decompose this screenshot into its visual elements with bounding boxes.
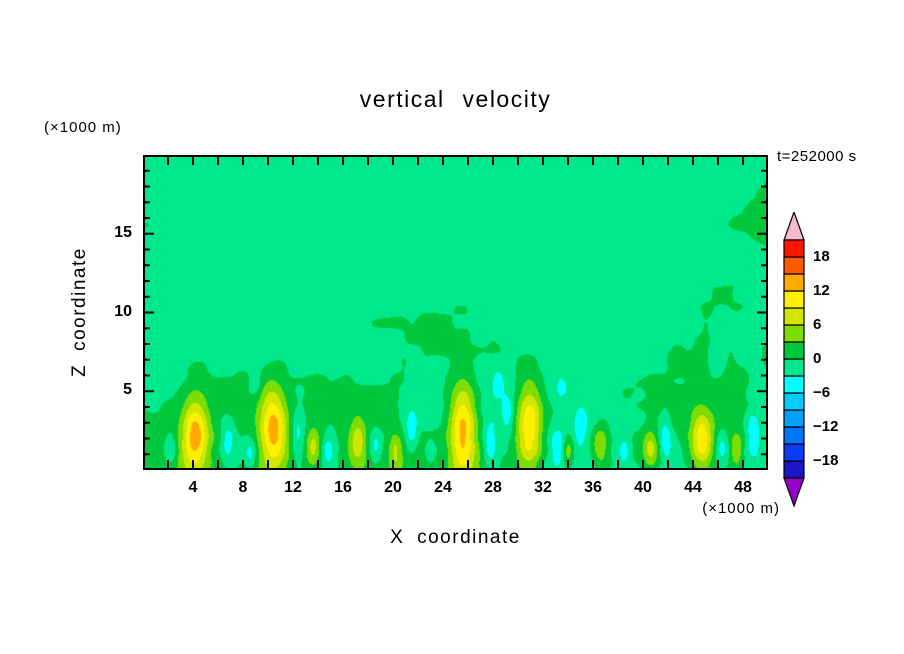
- x-tick-label: 44: [684, 479, 702, 496]
- colorbar-tick-label: 0: [813, 350, 822, 367]
- x-tick-label: 8: [238, 479, 248, 496]
- contour-field-canvas: [143, 155, 768, 470]
- colorbar-tick-label: −6: [813, 384, 831, 401]
- colorbar-tick-label: 12: [813, 282, 830, 299]
- y-axis-unit-label: (×1000 m): [44, 119, 122, 136]
- y-tick-label: 5: [123, 381, 132, 399]
- x-tick-label: 32: [534, 479, 552, 496]
- chart-title: vertical velocity: [359, 86, 552, 112]
- x-tick-label: 12: [284, 479, 302, 496]
- x-tick-label: 16: [334, 479, 352, 496]
- x-axis-label: X coordinate: [390, 527, 521, 548]
- y-tick-label: 10: [114, 302, 132, 320]
- x-tick-label: 28: [484, 479, 502, 496]
- colorbar-tick-label: 18: [813, 248, 830, 265]
- plot-frame-and-ticks: [143, 155, 768, 470]
- colorbar: [783, 212, 805, 507]
- plot-area: [143, 155, 768, 470]
- x-tick-label: 24: [434, 479, 452, 496]
- colorbar-tick-label: 6: [813, 316, 822, 333]
- colorbar-tick-label: −12: [813, 418, 839, 435]
- x-tick-label: 40: [634, 479, 652, 496]
- colorbar-tick-label: −18: [813, 452, 839, 469]
- x-tick-label: 4: [188, 479, 198, 496]
- x-tick-label: 48: [734, 479, 752, 496]
- y-tick-label: 15: [114, 223, 132, 241]
- x-tick-label: 20: [384, 479, 402, 496]
- x-axis-unit-label: (×1000 m): [702, 500, 780, 517]
- x-tick-label: 36: [584, 479, 602, 496]
- time-annotation: t=252000 s: [777, 148, 857, 165]
